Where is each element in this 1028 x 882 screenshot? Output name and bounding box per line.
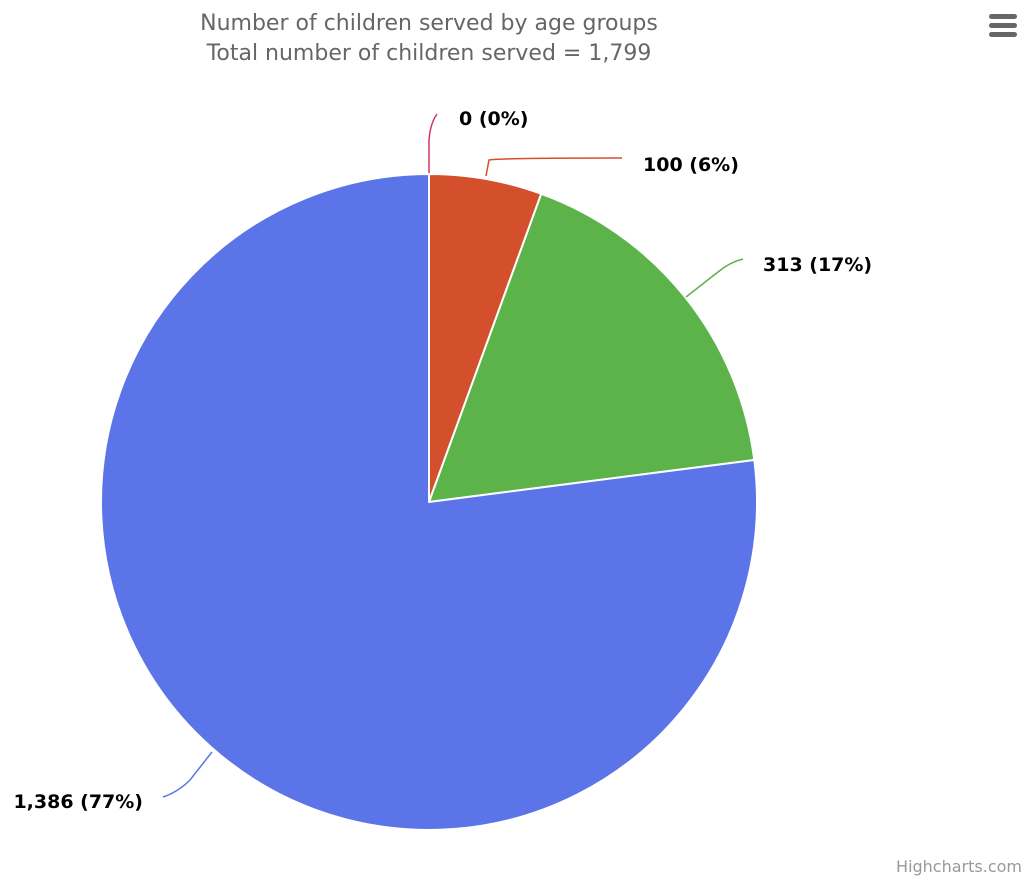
connector-slice-0-0: [428, 113, 438, 173]
data-labels: 0 (0%) 100 (6%) 313 (17%) 1,386 (77%): [13, 108, 872, 813]
connector-slice-1-386-77: [162, 751, 213, 798]
pie-slice-1-386-77[interactable]: [100, 173, 758, 831]
connector-slice-100-6: [485, 157, 623, 177]
menu-bar-bottom: [989, 32, 1017, 37]
chart-subtitle: Total number of children served = 1,799: [206, 41, 652, 66]
label-connectors: [162, 113, 744, 798]
connector-slice-313-17: [685, 258, 744, 298]
label-slice-313-17: 313 (17%): [763, 254, 872, 276]
pie-slice-313-17[interactable]: [428, 192, 756, 503]
chart-title: Number of children served by age groups: [200, 11, 658, 36]
label-slice-100-6: 100 (6%): [643, 154, 739, 176]
menu-bar-top: [989, 14, 1017, 19]
pie-slices: [100, 173, 758, 831]
label-slice-0-0: 0 (0%): [459, 108, 528, 130]
label-slice-1-386-77: 1,386 (77%): [13, 791, 143, 813]
menu-bar-middle: [989, 23, 1017, 28]
hamburger-menu-icon[interactable]: [984, 8, 1022, 44]
highcharts-credits-link[interactable]: Highcharts.com: [896, 857, 1022, 876]
